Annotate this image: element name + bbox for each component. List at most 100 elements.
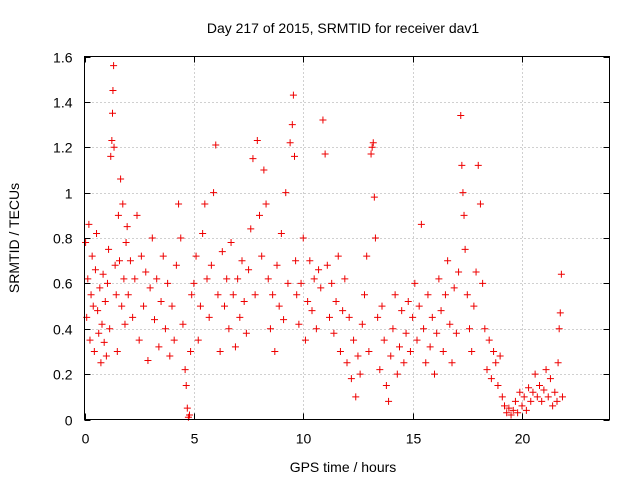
grid-lines (84, 56, 610, 420)
data-point (304, 298, 312, 306)
data-point (291, 152, 298, 160)
data-point (227, 239, 235, 247)
data-point (358, 320, 366, 328)
data-point (183, 404, 191, 412)
data-point (308, 307, 316, 315)
data-point (431, 370, 438, 378)
data-point (536, 381, 543, 389)
data-point (225, 325, 233, 333)
data-points (82, 62, 566, 421)
data-point (485, 336, 493, 344)
x-tick-label: 20 (515, 431, 531, 447)
data-point (433, 329, 441, 337)
data-point (540, 386, 548, 394)
data-point (498, 393, 506, 401)
data-point (286, 139, 294, 147)
data-point (146, 284, 154, 292)
data-point (437, 307, 445, 315)
data-point (428, 313, 436, 321)
data-point (367, 150, 375, 158)
data-point (378, 302, 386, 310)
data-point (282, 189, 290, 197)
data-point (133, 211, 141, 219)
y-tick-label: 0.8 (53, 231, 73, 247)
data-point (122, 239, 130, 247)
data-point (402, 329, 410, 337)
data-point (97, 359, 105, 367)
data-point (194, 336, 202, 344)
data-point (554, 359, 562, 367)
x-axis-label: GPS time / hours (290, 459, 397, 475)
data-point (84, 275, 92, 283)
data-point (196, 302, 204, 310)
data-point (179, 320, 187, 328)
data-point (82, 239, 90, 247)
data-point (95, 329, 103, 337)
data-point (459, 189, 467, 197)
x-tick-labels: 0 5 10 15 20 (82, 431, 531, 447)
data-point (187, 347, 195, 355)
x-tick-label: 15 (406, 431, 422, 447)
data-point (481, 325, 489, 333)
data-point (406, 347, 414, 355)
y-tick-label: 1.6 (53, 50, 73, 66)
data-point (234, 275, 242, 283)
data-point (479, 279, 487, 287)
data-point (113, 347, 121, 355)
data-point (533, 393, 541, 401)
data-point (166, 352, 174, 360)
data-point (520, 393, 528, 401)
data-point (368, 143, 376, 151)
data-point (218, 248, 226, 256)
data-point (339, 307, 347, 315)
data-point (107, 152, 115, 160)
data-point (522, 406, 530, 414)
data-point (398, 307, 406, 315)
data-point (131, 275, 139, 283)
data-point (247, 225, 255, 233)
data-point (216, 347, 224, 355)
data-point (121, 320, 129, 328)
data-point (182, 381, 190, 389)
data-point (422, 359, 430, 367)
data-point (280, 316, 288, 324)
data-point (553, 397, 561, 405)
data-point (269, 291, 277, 299)
data-point (336, 347, 344, 355)
data-point (101, 298, 109, 306)
y-tick-label: 0.4 (53, 322, 73, 338)
data-point (527, 397, 535, 405)
data-point (264, 275, 272, 283)
data-point (94, 307, 102, 315)
data-point (288, 121, 296, 129)
data-point (470, 302, 478, 310)
data-point (98, 320, 106, 328)
data-point (114, 211, 122, 219)
data-point (441, 291, 449, 299)
data-point (460, 211, 468, 219)
data-point (385, 397, 393, 405)
data-point (501, 402, 508, 410)
data-point (549, 402, 557, 410)
data-point (393, 370, 401, 378)
data-point (310, 275, 318, 283)
data-point (483, 366, 491, 374)
data-point (205, 313, 213, 321)
data-point (242, 329, 250, 337)
data-point (503, 409, 511, 417)
data-point (557, 270, 565, 278)
data-point (170, 336, 178, 344)
data-point (175, 200, 183, 208)
data-point (472, 268, 480, 276)
data-point (509, 406, 517, 414)
data-point (258, 252, 266, 260)
data-point (284, 279, 292, 287)
data-point (542, 366, 550, 374)
data-point (334, 252, 342, 260)
y-axis-label: SRMTID / TECUs (6, 183, 22, 293)
data-point (457, 111, 465, 119)
data-point (452, 329, 460, 337)
data-point (188, 291, 196, 299)
data-point (415, 302, 423, 310)
